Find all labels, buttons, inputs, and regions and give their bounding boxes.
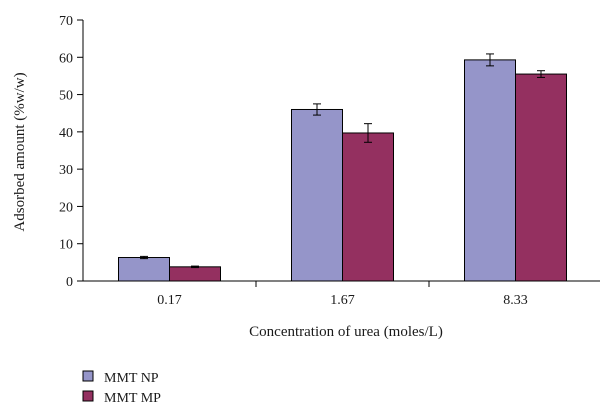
y-tick-label: 10	[59, 238, 73, 253]
x-tick-label: 1.67	[330, 293, 355, 308]
bar	[515, 73, 567, 282]
legend-item: MMT NP	[82, 370, 159, 386]
x-tick-label: 0.17	[157, 293, 182, 308]
legend-swatch	[82, 390, 94, 402]
legend-label: MMT MP	[104, 391, 161, 406]
bar	[291, 108, 343, 282]
axes	[82, 20, 600, 282]
legend: MMT NP MMT MP	[82, 370, 161, 406]
bar	[464, 59, 516, 282]
y-axis-title: Adsorbed amount (%w/w)	[12, 72, 28, 231]
x-tick-label: 8.33	[503, 293, 528, 308]
x-axis-ticks: 0.17 1.67 8.33	[157, 281, 528, 308]
bar	[169, 266, 221, 282]
x-axis-title: Concentration of urea (moles/L)	[249, 324, 443, 340]
bar-series-group	[118, 53, 567, 282]
series-mmt-mp	[169, 70, 567, 282]
legend-item: MMT MP	[82, 390, 161, 406]
y-tick-label: 70	[59, 14, 73, 29]
y-axis-ticks: 0 10 20 30 40 50 60 70	[59, 14, 83, 290]
y-tick-label: 40	[59, 126, 73, 141]
y-tick-label: 20	[59, 200, 73, 215]
series-mmt-np	[118, 53, 516, 282]
y-tick-label: 30	[59, 163, 73, 178]
bar	[118, 257, 170, 282]
legend-label: MMT NP	[104, 371, 159, 386]
y-tick-label: 0	[66, 275, 73, 290]
y-tick-label: 60	[59, 51, 73, 66]
bar	[342, 132, 394, 282]
legend-swatch	[82, 370, 94, 382]
y-tick-label: 50	[59, 89, 73, 104]
